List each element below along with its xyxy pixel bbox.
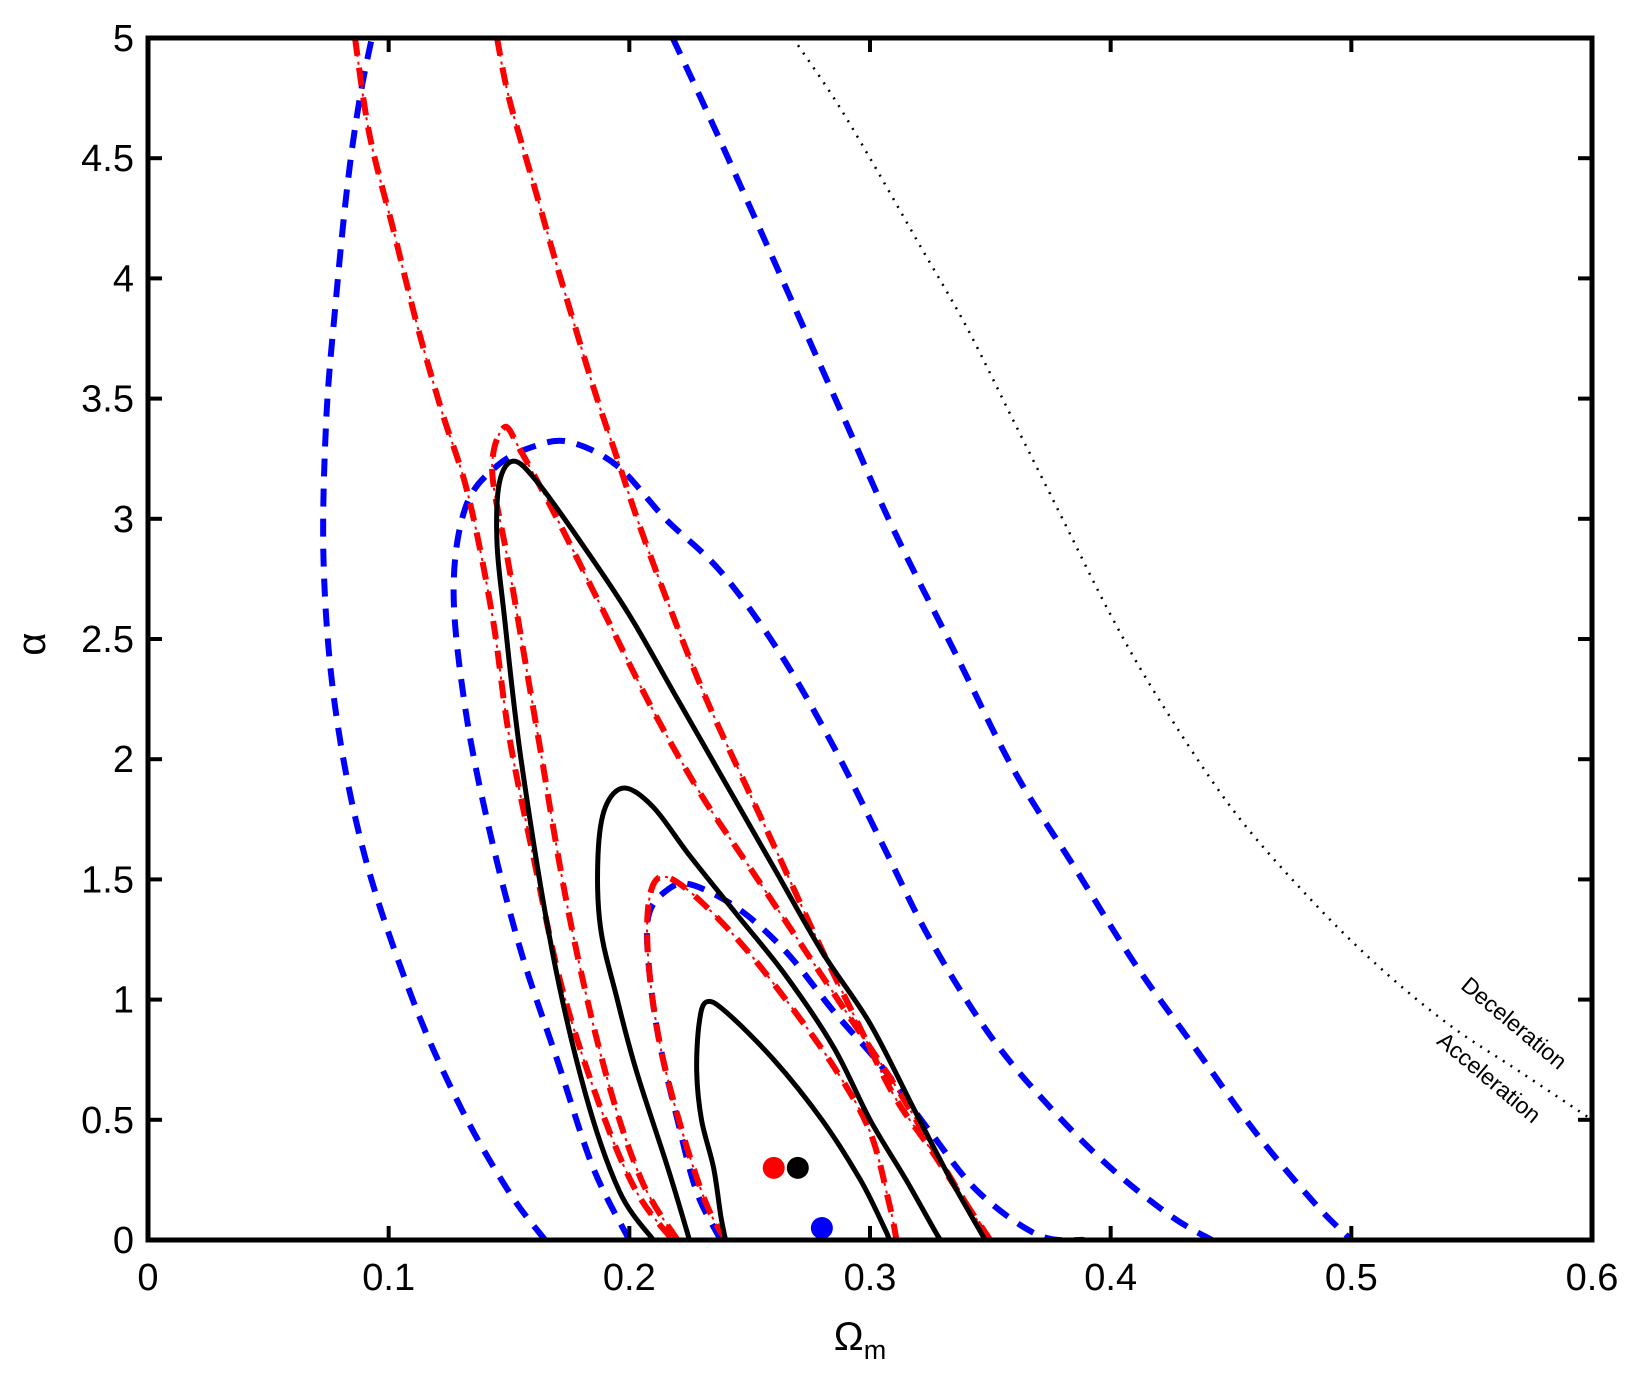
contour-blue-9 (320, 38, 548, 1240)
x-tick-label: 0.2 (603, 1257, 656, 1299)
chart-marks (320, 38, 1592, 1240)
acceleration-boundary-11 (791, 38, 1592, 1121)
y-tick-label: 4.5 (81, 138, 134, 180)
contour-blue-8 (450, 437, 1214, 1240)
x-tick-label: 0.1 (362, 1257, 415, 1299)
x-axis-label-subscript: m (864, 1335, 887, 1365)
best-fit-point-blue (810, 1216, 833, 1239)
best-fit-point-black (786, 1156, 809, 1179)
x-tick-label: 0 (137, 1257, 158, 1299)
y-tick-label: 0 (113, 1220, 134, 1262)
y-tick-label: 3 (113, 499, 134, 541)
y-tick-label: 2.5 (81, 619, 134, 661)
y-tick-label: 4 (113, 258, 134, 300)
x-tick-labels: 0 0.1 0.2 0.3 0.4 0.5 0.6 (137, 1257, 1618, 1299)
contour-black-0 (694, 998, 892, 1240)
x-tick-label: 0.4 (1084, 1257, 1137, 1299)
contour-red-6 (352, 38, 676, 1240)
y-axis-label: α (10, 632, 54, 655)
axis-ticks (146, 36, 1594, 1242)
contour-blue-10 (669, 38, 1354, 1240)
contour-red-5 (494, 38, 993, 1240)
y-tick-label: 3.5 (81, 379, 134, 421)
contour-blue-7 (643, 880, 1085, 1240)
contour-black-2 (494, 458, 988, 1240)
x-tick-label: 0.6 (1566, 1257, 1619, 1299)
y-tick-label: 0.5 (81, 1100, 134, 1142)
x-axis-label: Ωm (834, 1315, 886, 1365)
best-fit-point-red (762, 1156, 785, 1179)
y-tick-label: 1.5 (81, 859, 134, 901)
y-tick-labels: 0 0.5 1 1.5 2 2.5 3 3.5 4 4.5 5 (81, 18, 134, 1262)
y-tick-label: 1 (113, 980, 134, 1022)
x-tick-label: 0.5 (1325, 1257, 1378, 1299)
x-axis-label-main: Ω (834, 1315, 864, 1359)
y-tick-label: 2 (113, 739, 134, 781)
contour-red-3 (644, 873, 900, 1240)
y-tick-label: 5 (113, 18, 134, 60)
contour-black-1 (595, 785, 945, 1240)
x-tick-label: 0.3 (844, 1257, 897, 1299)
